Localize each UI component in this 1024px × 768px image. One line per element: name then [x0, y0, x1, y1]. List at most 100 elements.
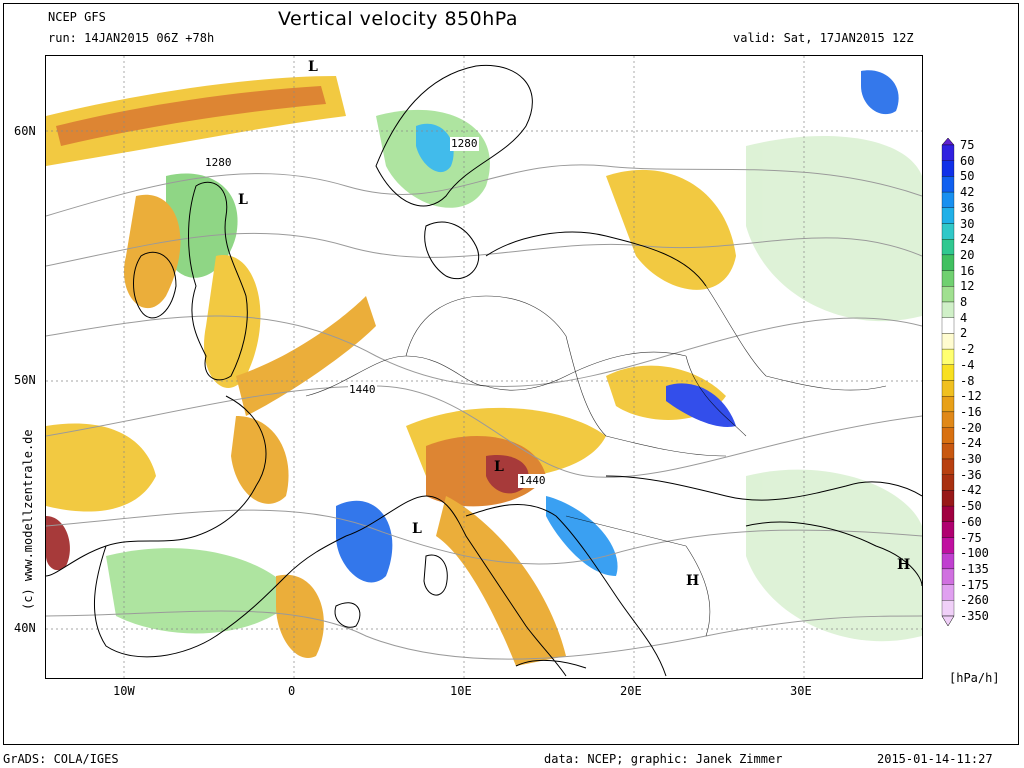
sink-field-atlantic-core — [56, 86, 326, 146]
legend-swatch — [941, 521, 955, 538]
legend-label: 16 — [960, 263, 975, 278]
lon-label: 0 — [288, 684, 296, 698]
legend-swatch — [941, 286, 955, 303]
legend-label: -24 — [960, 436, 982, 451]
legend-swatch — [941, 301, 955, 318]
high-pressure-center: H — [897, 557, 911, 573]
legend-label: -60 — [960, 514, 982, 529]
legend-swatch — [941, 254, 955, 271]
legend-swatch — [941, 364, 955, 381]
legend-label: -42 — [960, 483, 982, 498]
legend-swatch — [941, 458, 955, 475]
legend-label: -4 — [960, 357, 975, 372]
coastlines — [46, 64, 922, 677]
legend-units: [hPa/h] — [949, 671, 1000, 685]
country-borders — [305, 285, 887, 637]
legend-swatch — [941, 144, 955, 161]
contour-label: 1280 — [204, 156, 233, 170]
lift-core-carpathians — [666, 383, 736, 427]
lat-label: 50N — [14, 373, 36, 387]
legend-label: 50 — [960, 169, 975, 184]
legend-swatch — [941, 317, 955, 334]
legend-swatch — [941, 553, 955, 570]
lift-field-russia — [746, 136, 922, 322]
low-pressure-center: L — [494, 459, 504, 475]
sink-field-channel — [236, 296, 376, 416]
lat-label: 40N — [14, 621, 36, 635]
legend-label: -8 — [960, 373, 975, 388]
legend-label: -350 — [960, 609, 989, 623]
color-legend: 75 60 50 42 36 30 24 20 16 12 8 4 2 -2 -4 -8 -12 -16 -20 -2… — [940, 137, 1020, 628]
legend-swatch — [941, 333, 955, 350]
lon-label: 30E — [790, 684, 812, 698]
lift-field-north-sea — [166, 173, 238, 278]
legend-swatch — [941, 584, 955, 601]
geopotential-contours — [46, 164, 922, 660]
lift-field-adriatic — [546, 496, 618, 576]
contour-label: 1280 — [450, 137, 479, 151]
legend-swatch — [941, 270, 955, 287]
legend-label: 30 — [960, 216, 975, 231]
watermark: (c) www.modellzentrale.de — [21, 429, 35, 610]
legend-label: 36 — [960, 200, 975, 215]
legend-label: -12 — [960, 389, 982, 404]
legend-swatch — [941, 223, 955, 240]
legend-swatch — [941, 490, 955, 507]
lift-core-north-russia — [861, 70, 899, 115]
contour-label: 1440 — [518, 474, 547, 488]
plot-frame — [3, 3, 1019, 745]
sink-field-italy — [436, 496, 566, 666]
low-pressure-center: L — [412, 521, 422, 537]
legend-arrow-top — [941, 137, 955, 146]
legend-swatch — [941, 600, 955, 617]
sink-core-west-iberia — [46, 516, 70, 571]
legend-swatch — [941, 207, 955, 224]
contour-label: 1440 — [348, 383, 377, 397]
sink-field-iberia — [46, 423, 156, 512]
low-pressure-center: L — [238, 192, 248, 208]
legend-label: -2 — [960, 342, 975, 357]
legend-label: 12 — [960, 279, 975, 294]
legend-swatch — [941, 443, 955, 460]
legend-swatch — [941, 348, 955, 365]
low-pressure-center: L — [308, 59, 318, 75]
sink-core-north-italy — [486, 455, 529, 494]
graticule — [46, 56, 922, 678]
legend-label: -30 — [960, 452, 982, 466]
sink-field-ireland — [124, 194, 181, 309]
legend-swatch — [941, 411, 955, 428]
legend-label: -20 — [960, 420, 982, 435]
legend-label: 8 — [960, 295, 968, 309]
lon-label: 10E — [450, 684, 472, 698]
legend-swatch — [941, 474, 955, 491]
data-credit: data: NCEP; graphic: Janek Zimmer — [544, 752, 783, 766]
legend-swatch — [941, 160, 955, 177]
legend-label: -260 — [960, 593, 989, 608]
map-title: Vertical velocity 850hPa — [278, 8, 519, 30]
legend-swatch — [941, 505, 955, 522]
run-info: run: 14JAN2015 06Z +78h — [48, 31, 215, 45]
legend-label: 75 — [960, 138, 975, 152]
legend-arrow-bottom — [941, 615, 955, 627]
sink-field-uk — [204, 255, 261, 388]
timestamp: 2015-01-14-11:27 — [877, 752, 993, 766]
legend-label: -50 — [960, 499, 982, 514]
legend-label: -36 — [960, 467, 982, 482]
legend-swatch — [941, 176, 955, 193]
software-credit: GrADS: COLA/IGES — [3, 752, 119, 766]
high-pressure-center: H — [686, 573, 700, 589]
legend-label: -135 — [960, 561, 989, 576]
legend-swatch — [941, 568, 955, 585]
lon-label: 10W — [113, 684, 135, 698]
lift-field-mediterranean — [106, 548, 296, 634]
legend-label: 60 — [960, 153, 975, 168]
valid-time: valid: Sat, 17JAN2015 12Z — [733, 31, 914, 45]
legend-swatch — [941, 191, 955, 208]
legend-label: 42 — [960, 185, 975, 200]
legend-label: -175 — [960, 577, 989, 592]
legend-label: -75 — [960, 530, 982, 545]
legend-label: -16 — [960, 404, 982, 419]
lift-field-black-sea — [746, 469, 922, 642]
lon-label: 20E — [620, 684, 642, 698]
lift-field-tyrrhenian — [336, 500, 393, 583]
